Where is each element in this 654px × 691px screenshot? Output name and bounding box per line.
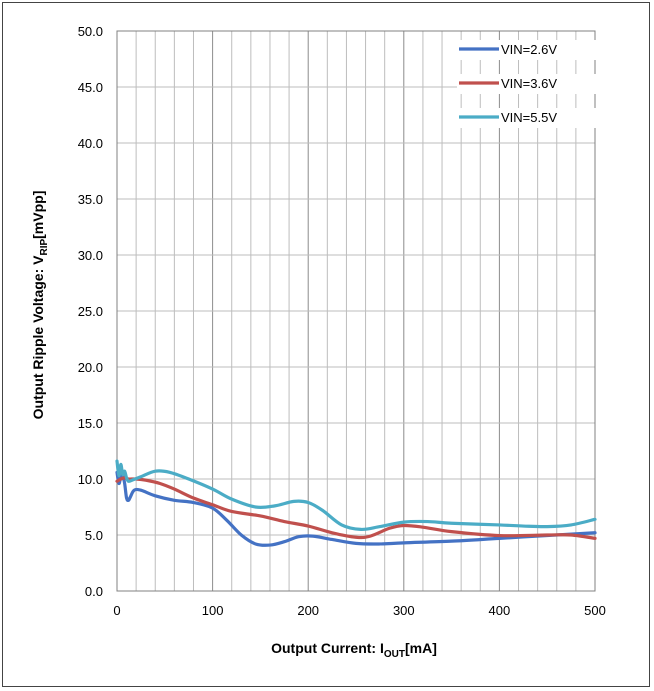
y-axis-title-suffix: [mVpp] <box>30 191 46 239</box>
y-tick-label: 45.0 <box>78 80 103 95</box>
series-line-1 <box>115 470 597 547</box>
x-tick-label: 400 <box>489 603 511 618</box>
series-line-3 <box>115 459 597 532</box>
y-tick-label: 10.0 <box>78 472 103 487</box>
x-tick-label: 500 <box>584 603 606 618</box>
legend-bg <box>457 40 607 60</box>
legend: VIN=2.6V VIN=3.6V VIN=5.5V <box>457 40 607 128</box>
series-lines <box>115 459 597 547</box>
x-axis-title: Output Current: IOUT[mA] <box>271 640 437 660</box>
x-axis-ticks: 0 100 200 300 400 500 <box>113 603 605 618</box>
legend-bg <box>457 108 607 128</box>
y-tick-label: 0.0 <box>85 584 103 599</box>
x-tick-label: 300 <box>393 603 415 618</box>
x-tick-label: 0 <box>113 603 120 618</box>
x-tick-label: 100 <box>202 603 224 618</box>
x-axis-title-sub: OUT <box>384 649 405 660</box>
y-axis-title-main: Output Ripple Voltage: V <box>30 255 46 420</box>
y-tick-label: 35.0 <box>78 192 103 207</box>
y-axis-title-sub: RIP <box>39 239 50 256</box>
legend-label-3: VIN=5.5V <box>501 110 557 125</box>
y-tick-label: 5.0 <box>85 528 103 543</box>
y-axis-title: Output Ripple Voltage: VRIP[mVpp] <box>30 191 50 420</box>
legend-bg <box>457 74 607 94</box>
y-tick-label: 25.0 <box>78 304 103 319</box>
plot-border <box>116 30 596 592</box>
y-tick-label: 20.0 <box>78 360 103 375</box>
ripple-voltage-chart: 0.0 5.0 10.0 15.0 20.0 25.0 30.0 35.0 40.0 45.0 50… <box>30 24 607 660</box>
x-tick-label: 200 <box>297 603 319 618</box>
legend-label-1: VIN=2.6V <box>501 42 557 57</box>
y-tick-label: 40.0 <box>78 136 103 151</box>
y-tick-label: 30.0 <box>78 248 103 263</box>
x-axis-title-suffix: [mA] <box>405 640 437 656</box>
x-axis-title-main: Output Current: I <box>271 640 384 656</box>
y-tick-label: 15.0 <box>78 416 103 431</box>
grid-lines <box>117 31 595 591</box>
y-tick-label: 50.0 <box>78 24 103 39</box>
y-axis-ticks: 0.0 5.0 10.0 15.0 20.0 25.0 30.0 35.0 40.0 45.0 50… <box>78 24 103 599</box>
legend-label-2: VIN=3.6V <box>501 76 557 91</box>
